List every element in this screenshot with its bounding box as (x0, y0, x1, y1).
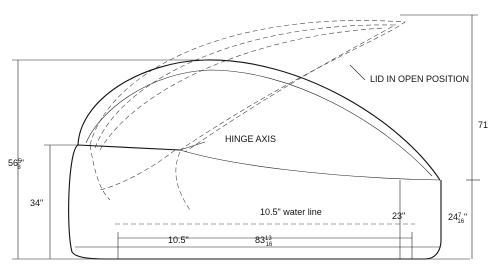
unit: " (21, 158, 24, 168)
unit: " (464, 212, 467, 222)
denominator: 16 (266, 242, 273, 248)
dim-23: 23" (392, 211, 405, 221)
hinge-axis-label: HINGE AXIS (225, 134, 276, 144)
lid-open-label: LID IN OPEN POSITION (370, 74, 469, 84)
lid-edge (180, 150, 440, 180)
whole: 83 (255, 235, 265, 245)
drawing: LID IN OPEN POSITION HINGE AXIS 10.5" wa… (0, 0, 490, 269)
open-lid (90, 20, 405, 210)
dim-10-5: 10.5" (168, 235, 189, 245)
dim-71: 71 (478, 120, 488, 130)
lid-inner (86, 70, 432, 176)
page: {"labels": {"lid_open": "LID IN OPEN POS… (0, 0, 490, 269)
water-line-label: 10.5" water line (260, 207, 322, 217)
dim-34: 34" (30, 198, 43, 208)
